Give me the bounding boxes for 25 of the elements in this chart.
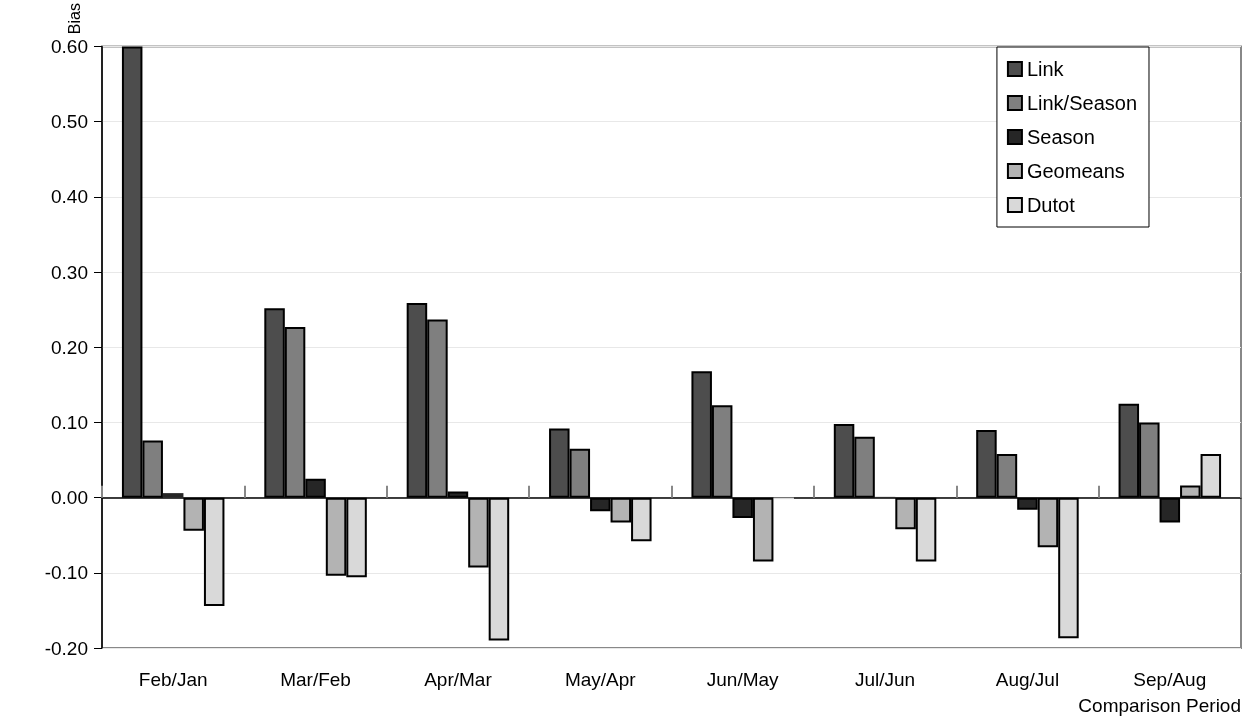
- y-tick-label: -0.20: [44, 637, 88, 659]
- y-tick-label: 0.20: [51, 336, 88, 358]
- legend-label: Link: [1026, 58, 1065, 80]
- legend-label: Season: [1026, 126, 1095, 148]
- y-tick-label: 0.30: [51, 261, 88, 283]
- x-tick-label: Mar/Feb: [280, 669, 351, 690]
- y-tick-label: -0.10: [44, 562, 88, 584]
- x-tick-label: Jun/May: [706, 669, 780, 690]
- x-tick-label: Jul/Jun: [854, 669, 916, 690]
- legend-label: Geomeans: [1026, 160, 1125, 182]
- legend-label: Dutot: [1026, 194, 1076, 216]
- x-tick-label: May/Apr: [564, 669, 637, 690]
- y-tick-label: 0.40: [51, 186, 88, 208]
- x-tick-label: Aug/Jul: [995, 669, 1060, 690]
- x-tick-label: Sep/Aug: [1133, 669, 1207, 690]
- y-tick-label: 0.00: [51, 487, 88, 509]
- y-tick-label: 0.50: [51, 111, 88, 133]
- y-axis-title: Bias: [65, 3, 83, 35]
- y-tick-label: 0.10: [51, 411, 88, 433]
- bar: [162, 493, 184, 498]
- x-tick-label: Feb/Jan: [138, 669, 208, 690]
- legend-label: Link/Season: [1026, 92, 1137, 114]
- y-tick-label: 0.60: [51, 36, 88, 58]
- x-tick-label: Apr/Mar: [424, 669, 493, 690]
- x-axis-title: Comparison Period: [1078, 695, 1241, 716]
